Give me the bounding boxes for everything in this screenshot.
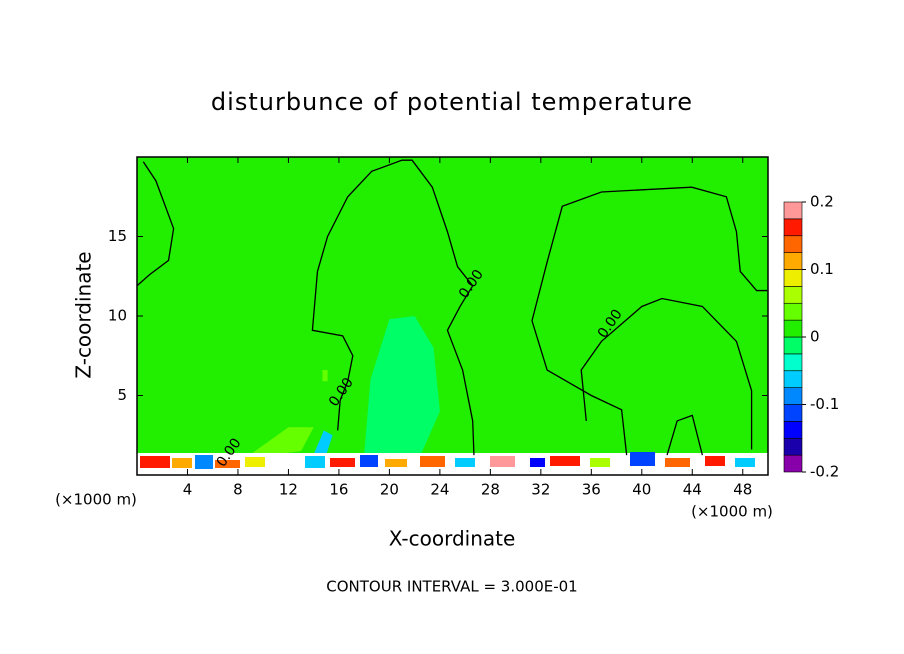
field-patch <box>313 430 333 455</box>
field-patch <box>364 316 440 455</box>
x-tick-label: 48 <box>733 481 752 499</box>
field-patch <box>250 427 314 455</box>
field-patch <box>322 370 328 382</box>
y-axis-label: Z-coordinate <box>72 251 96 378</box>
colorbar-cell <box>783 437 803 456</box>
colorbar-cell <box>783 336 803 355</box>
x-tick-label: 12 <box>279 481 298 499</box>
contour-line <box>311 159 475 456</box>
colorbar-tick-label: 0.2 <box>810 193 834 211</box>
colorbar-cell <box>783 269 803 287</box>
colorbar-cell <box>783 454 803 473</box>
x-unit-label: (×1000 m) <box>55 491 137 509</box>
colorbar-cell <box>783 387 803 405</box>
colorbar-cell <box>783 319 803 338</box>
field-patch <box>137 157 768 475</box>
colorbar-cell <box>783 302 803 321</box>
x-tick-label: 36 <box>582 481 601 499</box>
colorbar-cell <box>783 353 803 372</box>
x-axis-label: X-coordinate <box>389 527 516 551</box>
x-unit-label: (×1000 m) <box>691 503 773 521</box>
colorbar-cell <box>783 370 803 388</box>
colorbar-cell <box>783 235 803 253</box>
surface-layer <box>137 452 768 475</box>
contour-line <box>580 297 753 450</box>
y-tick-label: 5 <box>117 386 127 404</box>
x-tick-label: 8 <box>233 481 243 499</box>
x-tick-label: 16 <box>329 481 348 499</box>
colorbar-cell <box>783 404 803 422</box>
x-tick-label: 4 <box>183 481 193 499</box>
colorbar-cell <box>783 218 803 237</box>
x-tick-label: 24 <box>430 481 449 499</box>
footer: CONTOUR INTERVAL = 3.000E-01 <box>326 578 577 596</box>
field <box>137 157 768 475</box>
colorbar-tick-label: -0.2 <box>810 463 839 481</box>
colorbar-tick-label: 0 <box>810 328 820 346</box>
colorbar-tick-label: -0.1 <box>810 395 839 413</box>
y-tick-label: 10 <box>108 307 127 325</box>
x-tick-label: 40 <box>632 481 651 499</box>
contour-line <box>137 161 175 287</box>
x-tick-label: 20 <box>380 481 399 499</box>
y-tick-label: 15 <box>108 227 127 245</box>
colorbar-cell <box>783 252 803 270</box>
colorbar-tick-label: 0.1 <box>810 260 834 278</box>
colorbar-cell <box>783 201 803 220</box>
chart-title: disturbunce of potential temperature <box>211 88 693 116</box>
colorbar-cell <box>783 421 803 439</box>
colorbar-cell <box>783 286 803 304</box>
x-tick-label: 28 <box>481 481 500 499</box>
x-tick-label: 44 <box>683 481 702 499</box>
x-tick-label: 32 <box>531 481 550 499</box>
contour-line <box>666 414 704 456</box>
